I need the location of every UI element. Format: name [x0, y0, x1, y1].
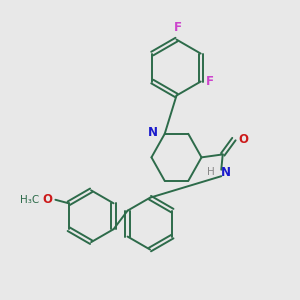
Text: O: O	[238, 133, 248, 146]
Text: F: F	[206, 75, 214, 88]
Text: O: O	[42, 193, 52, 206]
Text: H₃C: H₃C	[20, 195, 39, 205]
Text: N: N	[148, 126, 158, 139]
Text: N: N	[221, 166, 231, 178]
Text: H: H	[207, 167, 215, 177]
Text: F: F	[174, 21, 182, 34]
